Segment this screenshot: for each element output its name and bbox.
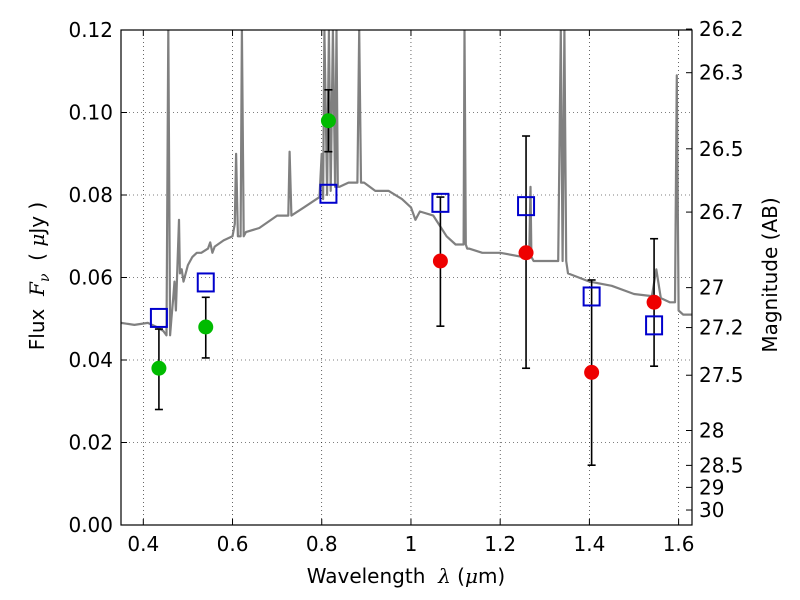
infrared-data-point	[646, 294, 662, 310]
y-tick-label: 0.10	[68, 101, 113, 125]
model-photometry-square	[582, 286, 601, 307]
right-tick-label: 28.5	[699, 453, 744, 477]
y-tick-label: 0.08	[68, 183, 113, 207]
x-tick-label: 1.6	[663, 532, 695, 556]
model-photometry-square	[645, 315, 664, 336]
y-tick-label: 0.02	[68, 431, 113, 455]
optical-data-point	[198, 319, 214, 335]
right-tick-label: 27.5	[699, 363, 744, 387]
x-axis-label: Wavelength λ (μm)	[307, 564, 506, 588]
x-tick-label: 1.2	[484, 532, 516, 556]
optical-data-point	[320, 113, 336, 129]
optical-data-point	[151, 360, 167, 376]
right-tick-label: 30	[699, 498, 724, 522]
right-tick-label: 26.3	[699, 61, 744, 85]
right-tick-label: 26.7	[699, 200, 744, 224]
model-spectrum-line	[121, 30, 692, 337]
right-tick-label: 28	[699, 419, 724, 443]
y-tick-label: 0.00	[68, 513, 113, 537]
model-photometry-square	[431, 192, 450, 213]
x-tick-label: 0.4	[127, 532, 159, 556]
right-tick-label: 26.5	[699, 137, 744, 161]
right-tick-label: 27	[699, 276, 724, 300]
right-tick-label: 26.2	[699, 17, 744, 41]
infrared-data-point	[432, 253, 448, 269]
model-photometry-square	[149, 307, 168, 328]
x-tick-label: 1	[405, 532, 418, 556]
x-tick-label: 0.8	[306, 532, 338, 556]
right-tick-label: 29	[699, 475, 724, 499]
model-photometry-square	[319, 183, 338, 204]
plot-area	[121, 30, 692, 466]
axis-ticks: 0.4 0.6 0.8 1 1.2 1.4 1.6 0.00 0.02 0.04 0.06 0.08 0…	[68, 17, 743, 556]
x-tick-label: 0.6	[217, 532, 249, 556]
infrared-data-point	[584, 364, 600, 380]
grid	[121, 29, 692, 526]
right-tick-label: 27.2	[699, 316, 744, 340]
y-axis-label: Flux Fν ( μJy )	[25, 202, 53, 350]
y-tick-label: 0.04	[68, 348, 113, 372]
y-tick-label: 0.12	[68, 18, 113, 42]
plot-frame	[120, 29, 693, 526]
x-tick-label: 1.4	[573, 532, 605, 556]
right-axis-label: Magnitude (AB)	[758, 197, 782, 352]
model-photometry-square	[517, 196, 536, 217]
infrared-data-point	[518, 245, 534, 261]
y-tick-label: 0.06	[68, 266, 113, 290]
model-photometry-square	[196, 272, 215, 293]
